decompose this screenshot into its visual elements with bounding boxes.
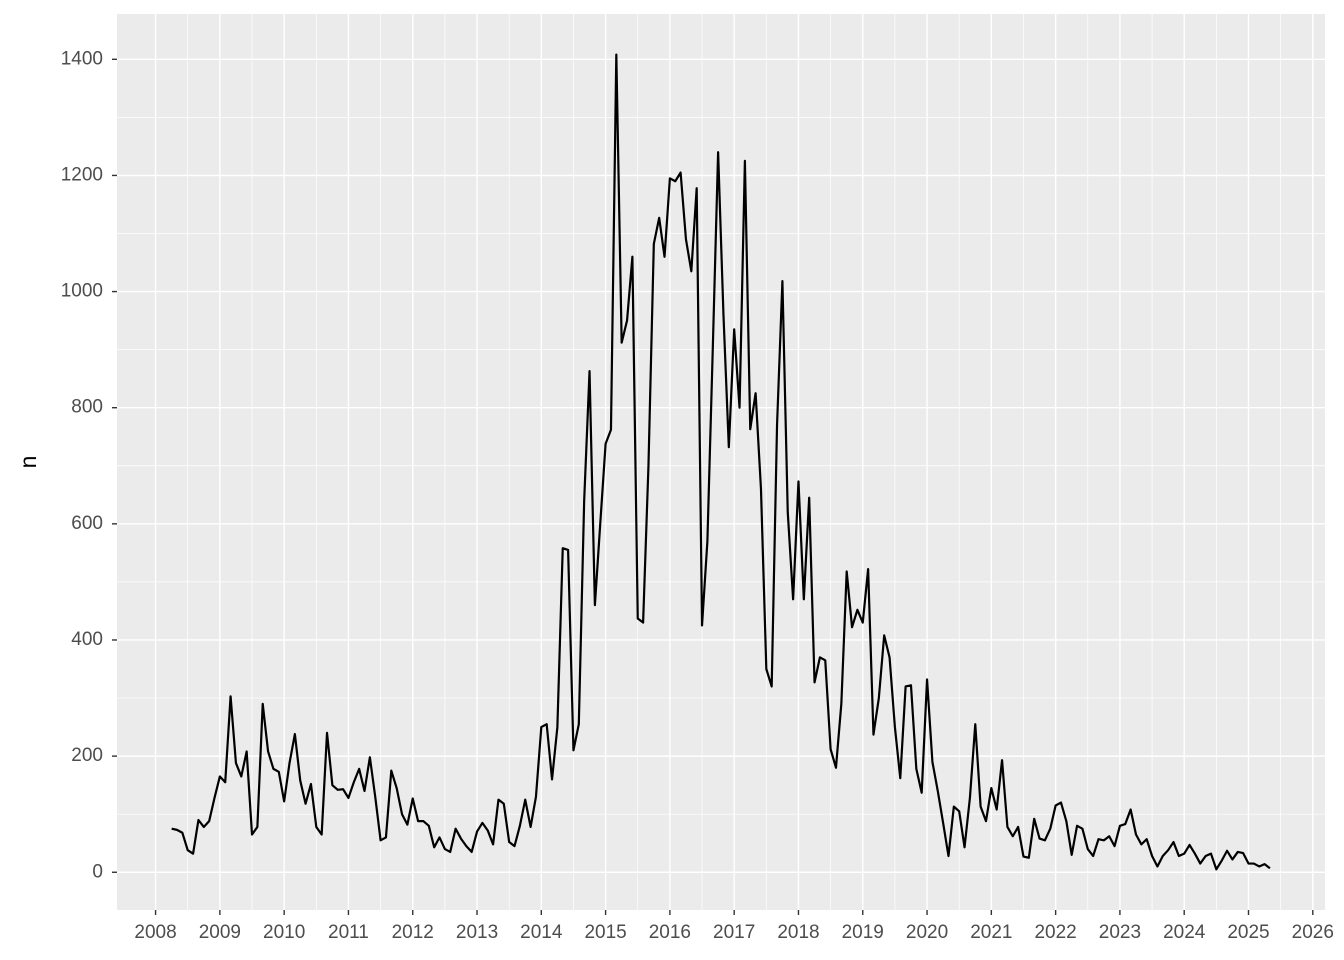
- x-tick-label: 2012: [392, 922, 434, 943]
- y-tick-label: 200: [71, 745, 103, 766]
- x-tick-label: 2014: [520, 922, 563, 943]
- x-tick-label: 2015: [584, 922, 626, 943]
- x-tick-label: 2008: [134, 922, 176, 943]
- x-tick-label: 2021: [970, 922, 1012, 943]
- x-tick-label: 2022: [1034, 922, 1076, 943]
- x-tick-label: 2020: [906, 922, 948, 943]
- data-line: [171, 53, 1271, 871]
- y-tick-label: 0: [92, 861, 103, 882]
- x-tick-label: 2017: [713, 922, 755, 943]
- x-tick-label: 2010: [263, 922, 305, 943]
- y-tick-label: 1000: [61, 281, 103, 302]
- axes: 0 200 400 600 800 1000 1200 1400 2008 2009 2010 201…: [61, 48, 1334, 943]
- x-tick-label: 2018: [777, 922, 819, 943]
- x-tick-label: 2025: [1227, 922, 1269, 943]
- x-tick-label: 2009: [199, 922, 241, 943]
- x-tick-label: 2024: [1163, 922, 1206, 943]
- y-tick-label: 1200: [61, 164, 103, 185]
- x-tick-label: 2026: [1292, 922, 1334, 943]
- x-tick-label: 2019: [842, 922, 884, 943]
- x-tick-label: 2011: [328, 922, 369, 943]
- grid: [117, 14, 1325, 910]
- x-tick-label: 2016: [649, 922, 691, 943]
- x-tick-label: 2013: [456, 922, 498, 943]
- x-tick-label: 2023: [1099, 922, 1141, 943]
- y-tick-label: 1400: [61, 48, 103, 69]
- y-axis-title: n: [15, 456, 41, 469]
- y-tick-label: 600: [71, 513, 103, 534]
- panel-background: [117, 14, 1325, 910]
- y-tick-label: 400: [71, 629, 103, 650]
- marks: [171, 53, 1271, 871]
- y-tick-label: 800: [71, 397, 103, 418]
